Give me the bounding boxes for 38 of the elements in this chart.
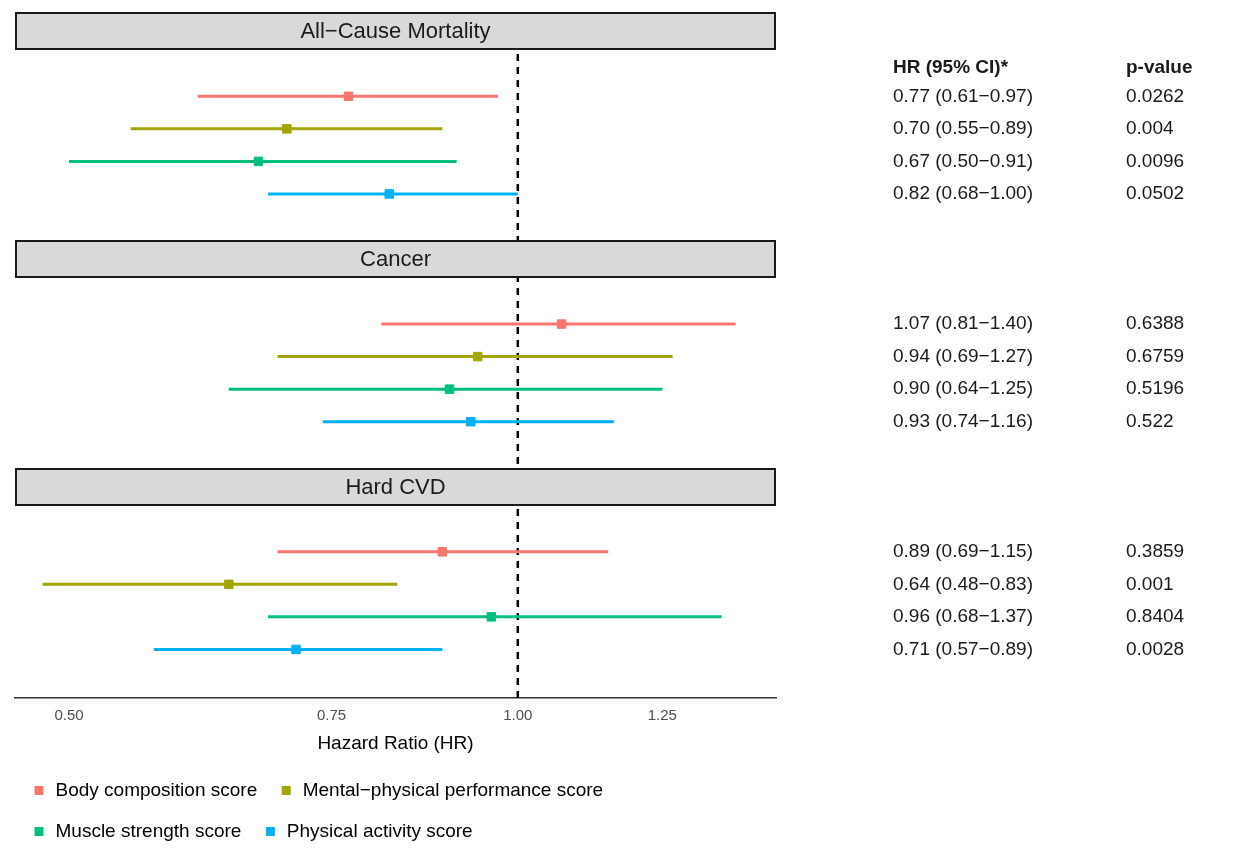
text: 0.0096 (1126, 149, 1185, 171)
text: HR (95% CI)* (893, 56, 1009, 78)
text: 0.004 (1126, 117, 1174, 139)
legend-label: Muscle strength score (55, 819, 242, 841)
text: 0.6759 (1126, 344, 1185, 366)
x-tick-label: 1.25 (647, 706, 677, 724)
text: 0.001 (1126, 572, 1174, 594)
text: 0.8404 (1126, 605, 1185, 627)
text: 0.5196 (1126, 377, 1185, 399)
x-tick-label: 0.50 (54, 706, 84, 724)
panel-header: All−Cause Mortality (15, 12, 776, 51)
x-axis-title: Hazard Ratio (HR) (317, 731, 474, 753)
text: 0.0262 (1126, 84, 1185, 106)
text: 0.67 (0.50−0.91) (893, 149, 1033, 171)
text: 0.93 (0.74−1.16) (893, 409, 1033, 431)
text: 0.96 (0.68−1.37) (893, 605, 1033, 627)
text: 0.77 (0.61−0.97) (893, 84, 1033, 106)
legend-label: Body composition score (55, 778, 258, 800)
text: 0.64 (0.48−0.83) (893, 572, 1033, 594)
text: 0.6388 (1126, 312, 1185, 334)
x-tick-label: 1.00 (503, 706, 533, 724)
text: 0.0028 (1126, 637, 1185, 659)
panel-header: Hard CVD (15, 467, 776, 506)
legend-label: Physical activity score (286, 819, 473, 841)
panel-header: Cancer (15, 240, 776, 278)
text: p-value (1126, 56, 1193, 78)
text: 1.07 (0.81−1.40) (893, 312, 1033, 334)
text: 0.82 (0.68−1.00) (893, 182, 1033, 204)
text: 0.94 (0.69−1.27) (893, 344, 1033, 366)
x-tick-label: 0.75 (316, 706, 347, 724)
text: 0.0502 (1126, 182, 1185, 204)
text: 0.70 (0.55−0.89) (893, 117, 1033, 139)
text: 0.90 (0.64−1.25) (893, 377, 1033, 399)
legend-label: Mental−physical performance score (302, 778, 604, 800)
text: 0.3859 (1126, 540, 1185, 562)
text: 0.71 (0.57−0.89) (893, 637, 1033, 659)
text: 0.522 (1126, 409, 1174, 431)
text: 0.89 (0.69−1.15) (893, 540, 1033, 562)
